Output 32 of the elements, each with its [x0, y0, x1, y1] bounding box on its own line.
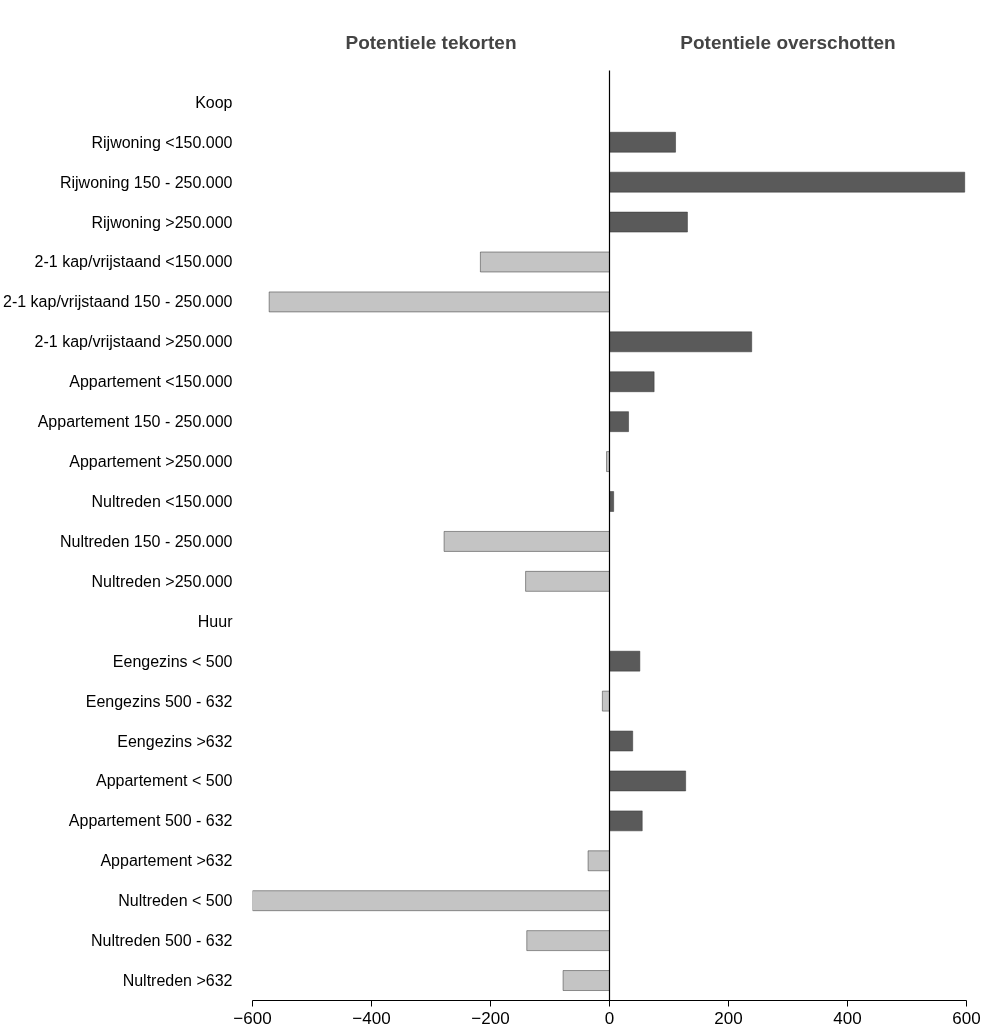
x-tick-label: 400 — [833, 1008, 862, 1026]
text: Potentiele overschotten — [680, 31, 896, 53]
y-tick-label: Nultreden >632 — [122, 972, 233, 990]
y-tick-label: Appartement <150.000 — [69, 373, 233, 391]
x-tick-label: −200 — [471, 1008, 510, 1026]
x-tick-label: −400 — [352, 1008, 391, 1026]
y-tick-label: Koop — [195, 93, 233, 111]
y-tick-label: Appartement 500 - 632 — [68, 812, 233, 830]
y-tick-label: Rijwoning >250.000 — [91, 213, 233, 231]
y-tick-label: Eengezins 500 - 632 — [85, 692, 233, 710]
y-tick-label: Nultreden >250.000 — [91, 572, 233, 590]
y-tick-label: 2-1 kap/vrijstaand 150 - 250.000 — [3, 293, 233, 311]
y-tick-label: Huur — [197, 612, 234, 630]
y-tick-label: Appartement >632 — [100, 852, 233, 870]
text: Potentiele tekorten — [345, 31, 517, 53]
y-tick-label: Nultreden <150.000 — [91, 493, 233, 511]
y-tick-label: 2-1 kap/vrijstaand >250.000 — [34, 333, 233, 351]
y-tick-label: Eengezins >632 — [117, 732, 233, 750]
x-tick-label: 600 — [952, 1008, 981, 1026]
y-tick-label: Rijwoning 150 - 250.000 — [59, 173, 233, 191]
y-tick-label: 2-1 kap/vrijstaand <150.000 — [34, 253, 233, 271]
y-tick-label: Eengezins < 500 — [112, 652, 233, 670]
x-tick-label: −600 — [233, 1008, 272, 1026]
y-tick-label: Nultreden 150 - 250.000 — [59, 532, 233, 550]
y-tick-label: Appartement >250.000 — [69, 453, 233, 471]
y-tick-label: Nultreden 500 - 632 — [91, 932, 233, 950]
x-tick-label: 0 — [604, 1008, 615, 1026]
y-tick-label: Rijwoning <150.000 — [91, 133, 233, 151]
x-tick-label: 200 — [714, 1008, 743, 1026]
y-tick-label: Appartement < 500 — [95, 772, 233, 790]
y-tick-label: Nultreden < 500 — [118, 892, 233, 910]
y-tick-label: Appartement 150 - 250.000 — [37, 413, 233, 431]
